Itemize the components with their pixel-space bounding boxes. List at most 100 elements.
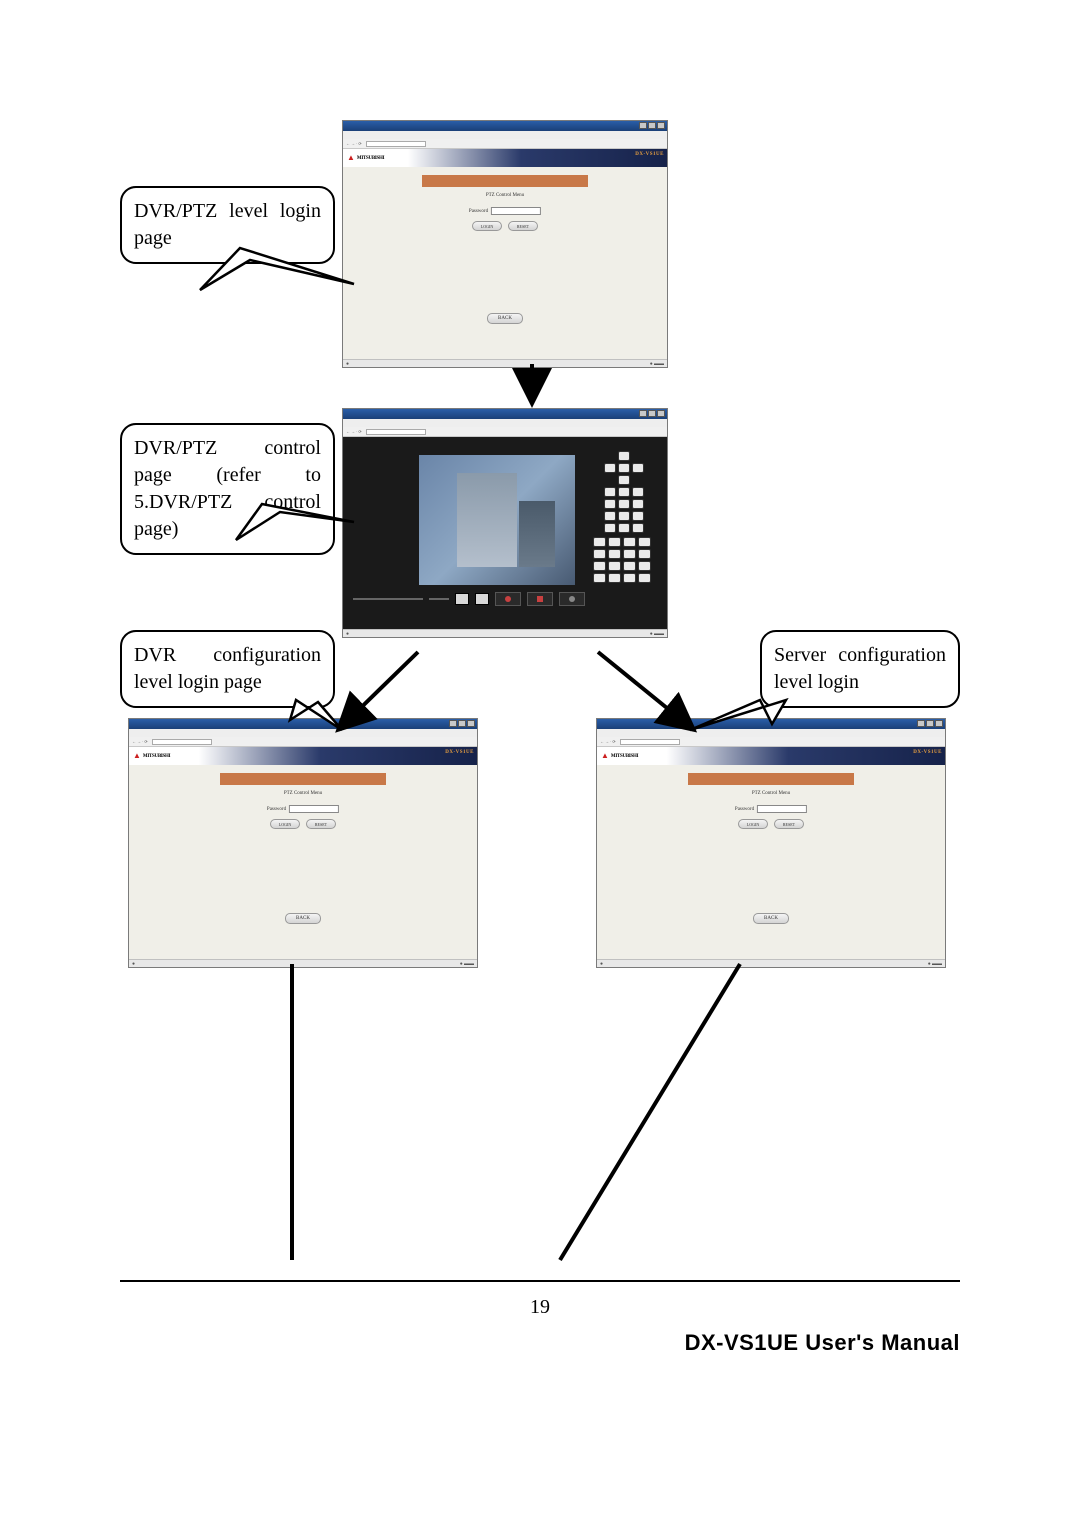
aux5-button[interactable] [618, 523, 630, 533]
footer-title: DX-VS1UE User's Manual [685, 1330, 960, 1356]
window-controls [639, 410, 665, 417]
iris-close-button[interactable] [632, 499, 644, 509]
play-button[interactable] [455, 593, 469, 605]
ptz-down-button[interactable] [618, 475, 630, 485]
preset-button[interactable] [608, 561, 621, 571]
password-row: Password [469, 207, 541, 215]
preset-button[interactable] [623, 573, 636, 583]
password-input[interactable] [289, 805, 339, 813]
password-row: Password [267, 805, 339, 813]
focus-far-button[interactable] [604, 499, 616, 509]
preset-button[interactable] [638, 549, 651, 559]
stop-button[interactable] [475, 593, 489, 605]
ptz-up-button[interactable] [618, 451, 630, 461]
back-button[interactable]: BACK [753, 913, 789, 924]
browser-toolbar: ← → · ⟳ [343, 139, 667, 149]
login-heading-bar [220, 773, 386, 785]
preset-grid [593, 537, 655, 583]
preset-button[interactable] [638, 537, 651, 547]
screenshot-login-page-top: ← → · ⟳ ▲ MITSUBISHI DX-VS1UE PTZ Contro… [342, 120, 668, 368]
logo-text: MITSUBISHI [611, 754, 638, 759]
logo-icon: ▲ [601, 752, 609, 760]
address-bar [366, 429, 426, 435]
iris-open-button[interactable] [618, 499, 630, 509]
preset-button[interactable] [593, 537, 606, 547]
zoom-in-button[interactable] [604, 487, 616, 497]
focus-near-button[interactable] [632, 487, 644, 497]
browser-menubar [129, 729, 477, 737]
page-body: PTZ Control Menu Password LOGIN RESET BA… [597, 765, 945, 959]
preset-button[interactable] [608, 549, 621, 559]
password-row: Password [735, 805, 807, 813]
preset-button[interactable] [608, 573, 621, 583]
back-button[interactable]: BACK [285, 913, 321, 924]
aux6-button[interactable] [632, 523, 644, 533]
preset-button[interactable] [593, 561, 606, 571]
control-body [343, 437, 667, 629]
app-banner: ▲ MITSUBISHI DX-VS1UE [343, 149, 667, 167]
callout-text: DVR [134, 642, 176, 669]
reset-button[interactable]: RESET [306, 819, 336, 829]
password-input[interactable] [757, 805, 807, 813]
login-button[interactable]: LOGIN [738, 819, 768, 829]
screenshot-dvr-config-login: ← → · ⟳ ▲ MITSUBISHI DX-VS1UE PTZ Contro… [128, 718, 478, 968]
preset-button[interactable] [623, 549, 636, 559]
password-input[interactable] [491, 207, 541, 215]
preset-button[interactable] [623, 537, 636, 547]
preset-button[interactable] [638, 561, 651, 571]
timeline-slider[interactable] [353, 598, 423, 600]
reset-button[interactable]: RESET [774, 819, 804, 829]
browser-menubar [343, 131, 667, 139]
preset-button[interactable] [623, 561, 636, 571]
ptz-home-button[interactable] [618, 463, 630, 473]
callout-dvr-ptz-control: DVR/PTZ control page (refer to 5.DVR/PTZ… [120, 423, 335, 555]
password-label: Password [267, 807, 286, 812]
window-titlebar [343, 409, 667, 419]
callout-text: DVR/PTZ control page (refer to 5.DVR/PTZ… [134, 437, 321, 540]
window-controls [449, 720, 475, 727]
back-button[interactable]: BACK [487, 313, 523, 324]
browser-toolbar: ← → · ⟳ [343, 427, 667, 437]
preset-button[interactable] [593, 573, 606, 583]
status-bar: ●● ▬▬ [343, 629, 667, 637]
ptz-right-button[interactable] [632, 463, 644, 473]
browser-menubar [343, 419, 667, 427]
jog-slider[interactable] [429, 598, 449, 600]
login-button[interactable]: LOGIN [472, 221, 502, 231]
password-label: Password [469, 209, 488, 214]
logo-icon: ▲ [133, 752, 141, 760]
preset-button[interactable] [638, 573, 651, 583]
screenshot-control-page: ← → · ⟳ [342, 408, 668, 638]
product-label: DX-VS1UE [635, 152, 664, 157]
ptz-left-button[interactable] [604, 463, 616, 473]
ptz-panel [593, 451, 655, 583]
live-video-view [419, 455, 575, 585]
preset-button[interactable] [593, 549, 606, 559]
preset-button[interactable] [608, 537, 621, 547]
aux2-button[interactable] [618, 511, 630, 521]
window-titlebar [597, 719, 945, 729]
aux3-button[interactable] [632, 511, 644, 521]
zoom-out-button[interactable] [618, 487, 630, 497]
aux1-button[interactable] [604, 511, 616, 521]
page-number: 19 [530, 1296, 550, 1319]
address-bar [620, 739, 680, 745]
form-title: PTZ Control Menu [752, 791, 790, 796]
callout-dvr-ptz-login: DVR/PTZ level login page [120, 186, 335, 264]
address-bar [152, 739, 212, 745]
snap-button[interactable] [527, 592, 553, 606]
mitsubishi-logo: ▲ MITSUBISHI [347, 153, 373, 163]
form-title: PTZ Control Menu [284, 791, 322, 796]
product-label: DX-VS1UE [445, 750, 474, 755]
reset-button[interactable]: RESET [508, 221, 538, 231]
page-body: PTZ Control Menu Password LOGIN RESET BA… [129, 765, 477, 959]
config-button[interactable] [559, 592, 585, 606]
callout-server-config-login: Server configura­tion level login [760, 630, 960, 708]
callout-dvr-config-login: DVR configuration level login page [120, 630, 335, 708]
aux4-button[interactable] [604, 523, 616, 533]
rec-button[interactable] [495, 592, 521, 606]
logo-text: MITSUBISHI [357, 156, 384, 161]
status-bar: ●● ▬▬ [343, 359, 667, 367]
callout-text: level login page [134, 671, 262, 693]
login-button[interactable]: LOGIN [270, 819, 300, 829]
